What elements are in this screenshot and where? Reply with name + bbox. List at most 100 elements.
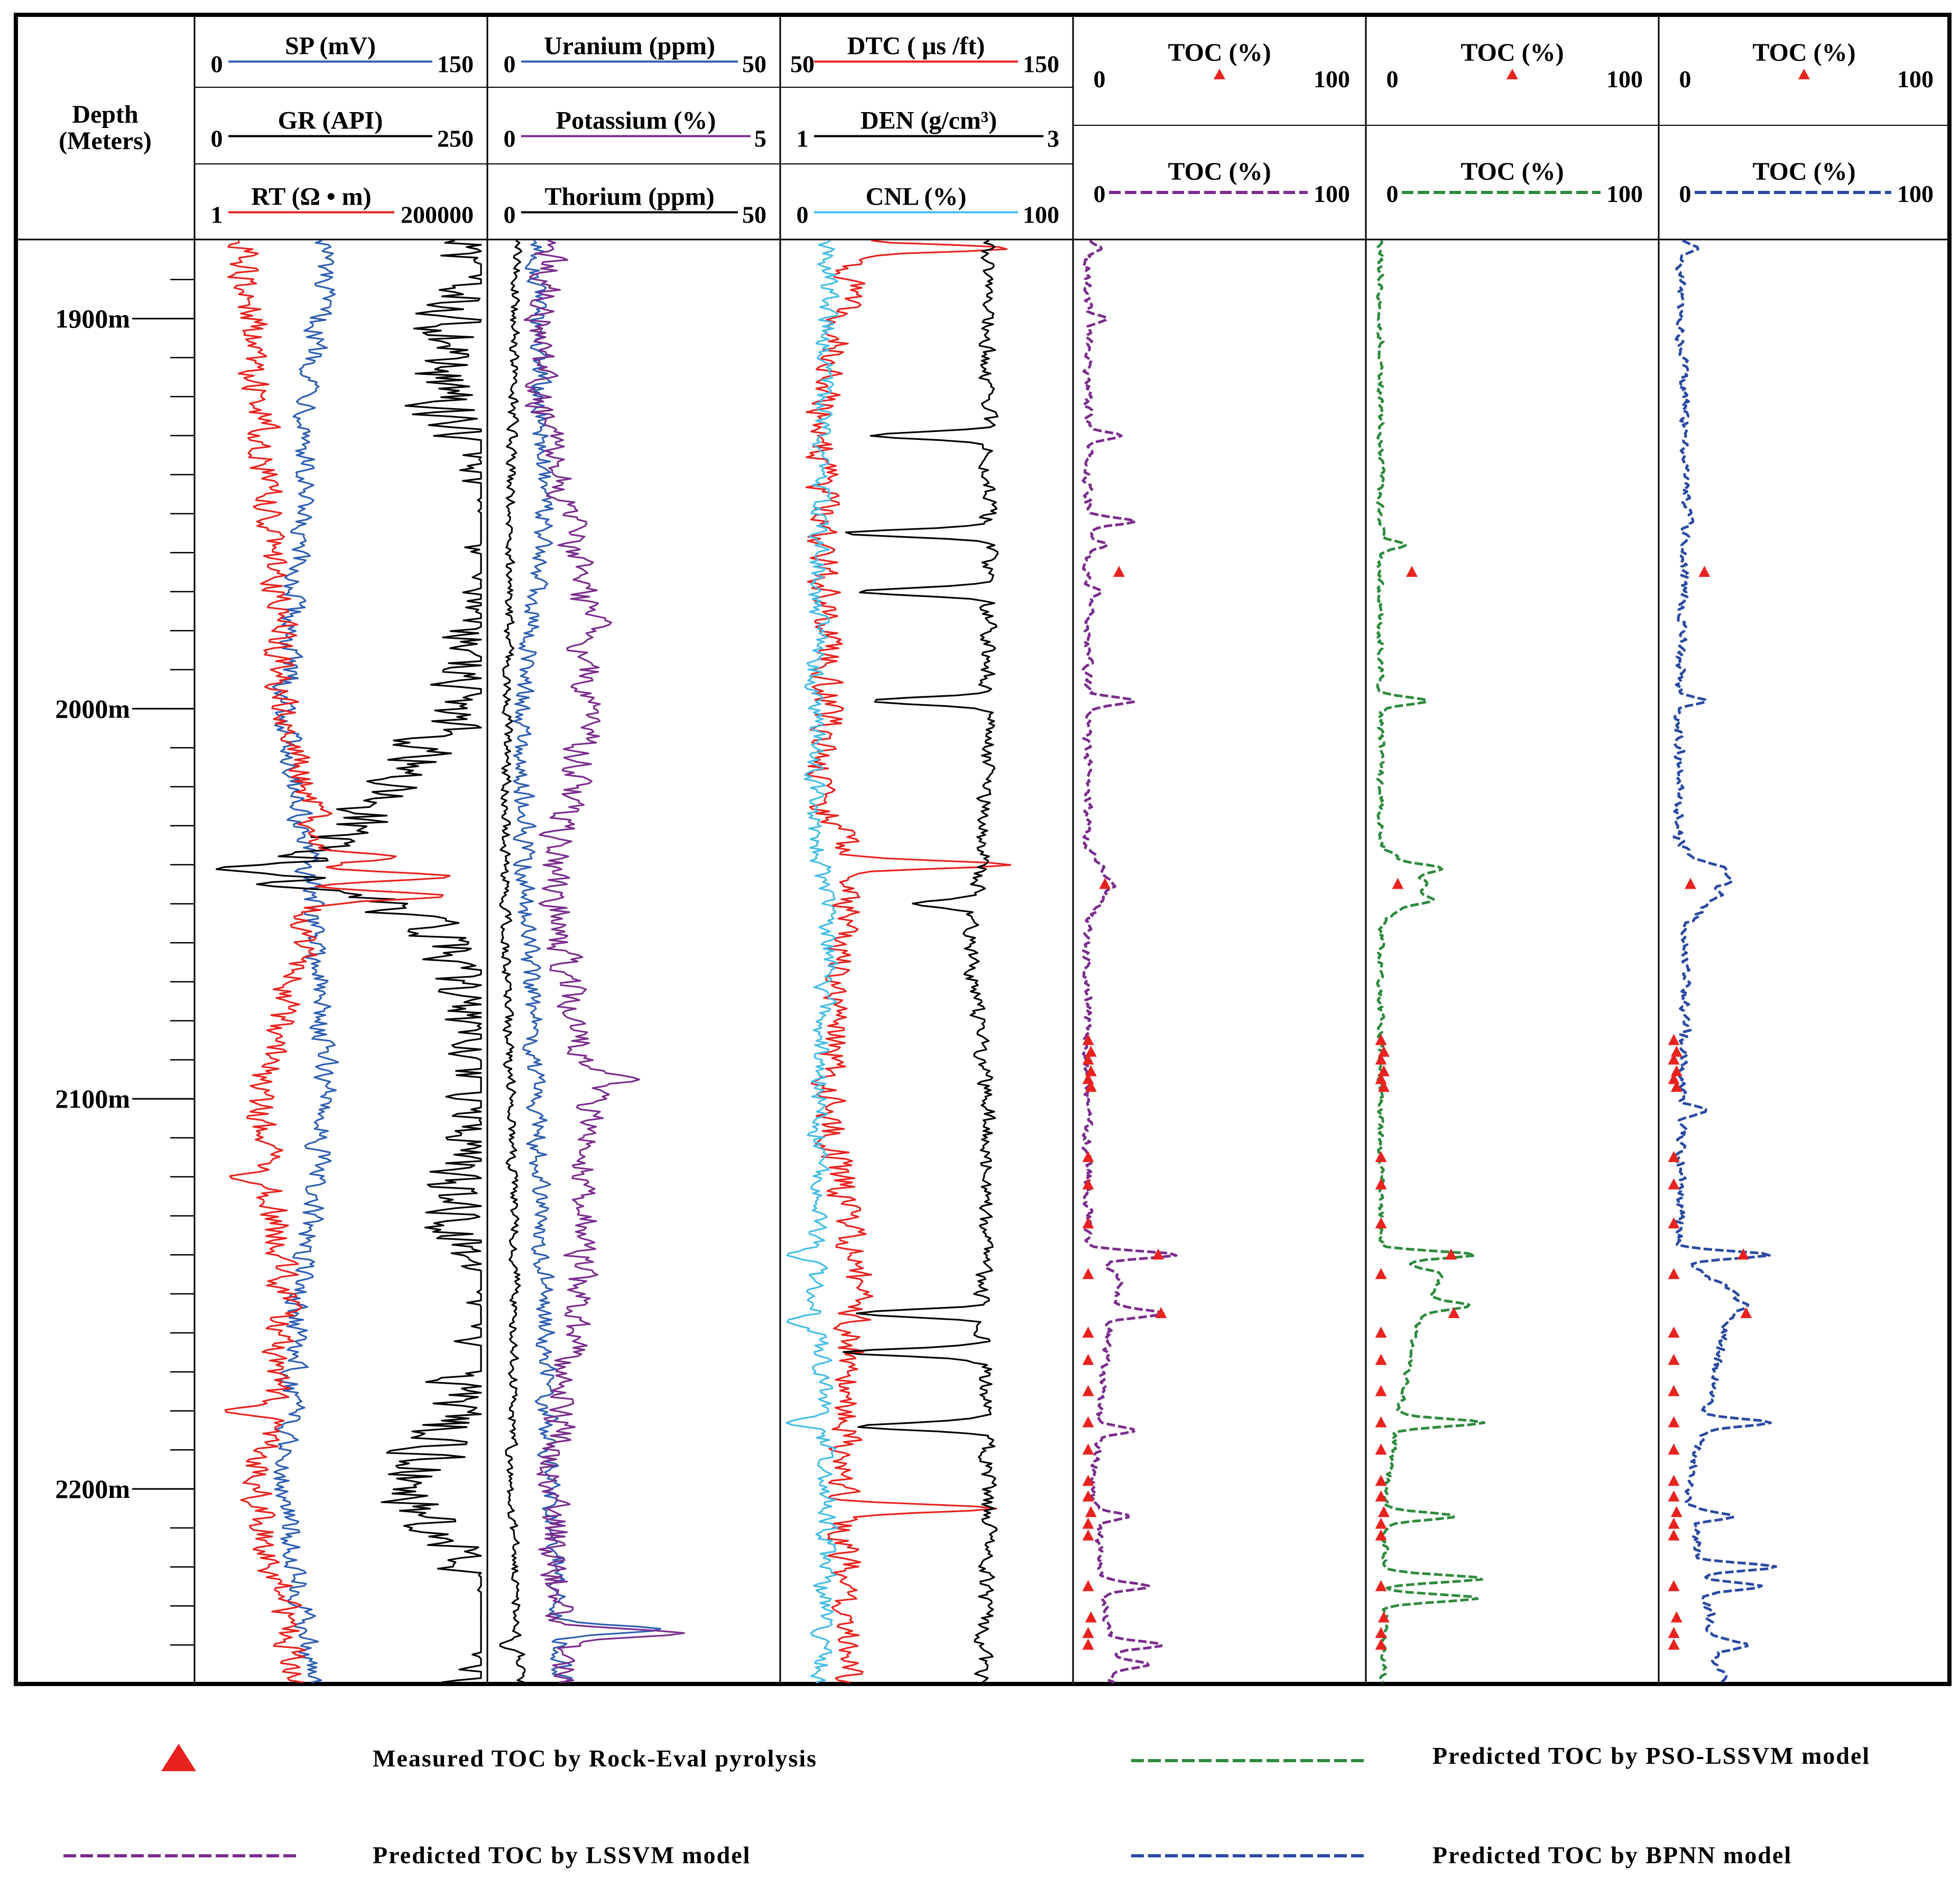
measured-toc-point [1670,1506,1682,1517]
uranium-curve-label: Uranium (ppm) [544,32,715,60]
toc-top-min: 0 [1094,66,1106,93]
toc-top-marker [1798,69,1810,79]
toc-bottom-max: 100 [1606,180,1643,207]
potassium-max-label: 5 [754,125,766,152]
measured-toc-point [1670,1611,1682,1623]
depth-header-line1: Depth [72,100,138,128]
measured-toc-point [1668,1217,1680,1229]
toc-top-label: TOC (%) [1752,39,1855,67]
measured-toc-point [1082,1416,1094,1428]
measured-toc-point [1668,1053,1680,1065]
sp-min-label: 0 [211,51,223,78]
measured-toc-point [1375,1268,1387,1279]
measured-toc-point [1082,1217,1094,1229]
measured-toc-point [1082,1326,1094,1338]
measured-toc-point [1082,1354,1094,1365]
toc-bottom-min: 0 [1679,180,1691,207]
measured-toc-point [1082,1517,1094,1529]
toc-bottom-label: TOC (%) [1168,158,1271,186]
measured-toc-point [1082,1443,1094,1455]
measured-toc-point [1668,1638,1680,1650]
thorium-curve [499,240,526,1683]
measured-toc-point [1740,1307,1752,1319]
legend-measured-marker [161,1744,196,1771]
measured-toc-point [1082,1150,1094,1162]
dtc-min-label: 50 [790,51,815,78]
cnl-curve-label: CNL (%) [866,183,967,211]
toc-top-min: 0 [1386,66,1399,93]
measured-toc-point [1375,1053,1387,1065]
measured-toc-point [1375,1150,1387,1162]
measured-toc-point [1082,1529,1094,1541]
measured-toc-point [1668,1354,1680,1365]
toc-bottom-label: TOC (%) [1752,158,1855,186]
toc-top-marker [1214,69,1225,79]
measured-toc-point [1099,878,1111,889]
measured-toc-point [1375,1443,1387,1455]
dtc-curve-label: DTC ( μs /ft) [847,32,985,60]
dtc-max-label: 150 [1023,51,1059,78]
measured-toc-point [1375,1517,1387,1529]
toc-bottom-label: TOC (%) [1460,158,1564,186]
dtc-curve [804,240,1012,1683]
depth-tick-label: 2100m [55,1084,130,1113]
thorium-min-label: 0 [504,201,516,228]
measured-toc-point [1082,1034,1094,1045]
measured-toc-point [1085,1506,1097,1517]
gr-curve [215,240,482,1683]
toc-top-max: 100 [1897,66,1934,93]
measured-toc-point [1698,566,1711,577]
rt-curve-label: RT (Ω • m) [251,183,371,211]
rt-curve [224,240,451,1683]
toc-bottom-min: 0 [1094,180,1106,207]
measured-toc-point [1082,1490,1094,1502]
toc-lssvm-curve [1081,240,1178,1684]
toc-bottom-max: 100 [1897,180,1934,207]
measured-toc-point [1375,1580,1387,1591]
measured-toc-point [1737,1248,1750,1260]
measured-toc-point [1668,1475,1680,1486]
measured-toc-point [1377,1081,1390,1092]
measured-toc-point [1085,1081,1097,1092]
measured-toc-point [1082,1053,1094,1065]
den-curve-label: DEN (g/cm³) [861,107,997,135]
potassium-curve-label: Potassium (%) [556,107,716,135]
measured-toc-point [1685,878,1697,889]
potassium-curve [523,240,685,1683]
measured-toc-point [1668,1326,1680,1338]
measured-toc-point [1082,1475,1094,1486]
uranium-curve [513,240,662,1683]
measured-toc-point [1668,1517,1680,1529]
sp-curve-label: SP (mV) [285,32,376,60]
toc-top-max: 100 [1314,66,1350,93]
measured-toc-point [1375,1490,1387,1502]
den-max-label: 3 [1047,125,1059,152]
measured-toc-point [1668,1150,1680,1162]
measured-toc-point [1670,1045,1682,1057]
measured-toc-point [1152,1248,1164,1260]
measured-toc-point [1668,1529,1680,1541]
measured-toc-point [1668,1385,1680,1396]
measured-toc-point [1082,1580,1094,1591]
gr-max-label: 250 [437,125,474,152]
measured-toc-point [1082,1268,1094,1279]
measured-toc-point [1448,1307,1460,1319]
measured-toc-point [1668,1268,1680,1279]
measured-toc-point [1668,1443,1680,1455]
measured-toc-point [1375,1034,1387,1045]
measured-toc-point [1155,1307,1167,1319]
measured-toc-point [1375,1178,1387,1190]
uranium-max-label: 50 [742,51,766,78]
measured-toc-point [1375,1627,1387,1638]
thorium-curve-label: Thorium (ppm) [544,183,714,211]
measured-toc-point [1375,1416,1387,1428]
depth-header-line2: (Meters) [59,127,152,155]
toc-pso-lssvm-curve [1375,240,1486,1683]
toc-bottom-min: 0 [1386,180,1399,207]
measured-toc-point [1668,1580,1680,1591]
measured-toc-point [1082,1638,1094,1650]
toc-top-marker [1506,69,1518,79]
measured-toc-point [1375,1529,1387,1541]
legend-lssvm-label: Predicted TOC by LSSVM model [373,1842,751,1868]
